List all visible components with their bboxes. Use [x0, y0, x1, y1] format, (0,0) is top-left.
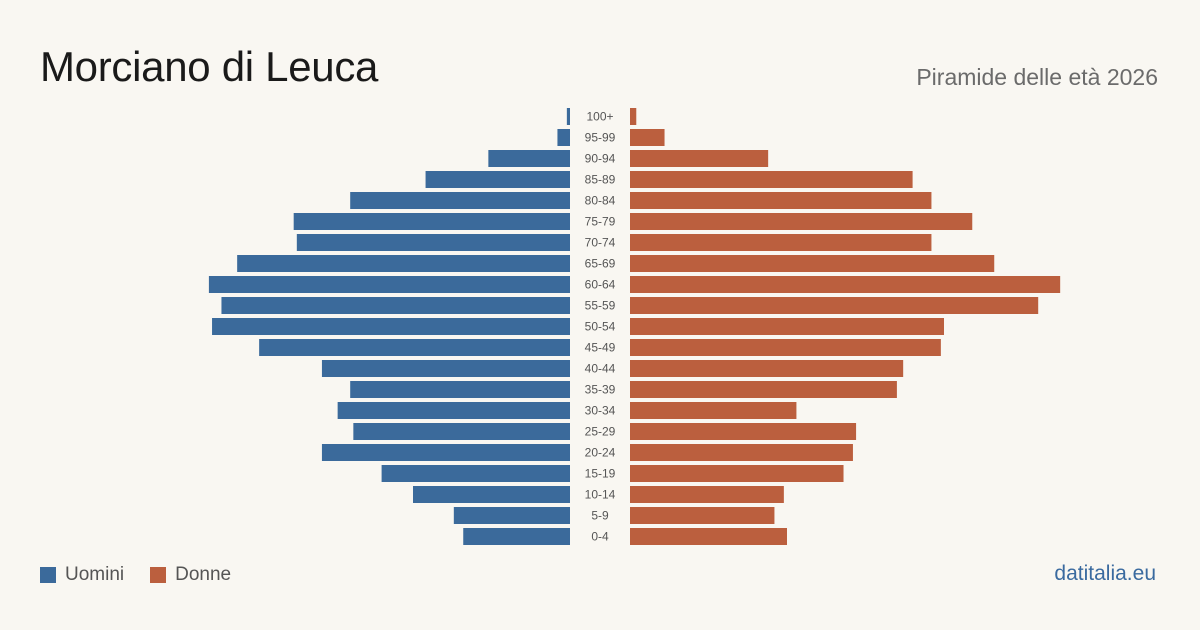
bar-women-40-44 — [630, 360, 904, 377]
age-label-50-54: 50-54 — [585, 320, 616, 334]
bar-women-70-74 — [630, 234, 932, 251]
age-label-25-29: 25-29 — [585, 425, 616, 439]
bar-men-75-79 — [293, 213, 570, 230]
age-label-70-74: 70-74 — [585, 236, 616, 250]
bar-women-45-49 — [630, 339, 941, 356]
age-label-60-64: 60-64 — [585, 278, 616, 292]
bar-men-20-24 — [321, 444, 570, 461]
bar-men-30-34 — [337, 402, 570, 419]
age-label-20-24: 20-24 — [585, 446, 616, 460]
age-label-40-44: 40-44 — [585, 362, 616, 376]
bar-women-55-59 — [630, 297, 1039, 314]
legend-swatch-men — [40, 567, 56, 583]
legend-item-men: Uomini — [40, 564, 124, 586]
bar-men-5-9 — [453, 507, 570, 524]
bar-men-35-39 — [350, 381, 570, 398]
age-label-35-39: 35-39 — [585, 383, 616, 397]
bar-men-0-4 — [463, 528, 570, 545]
bar-men-90-94 — [488, 150, 570, 167]
bar-women-30-34 — [630, 402, 797, 419]
bar-women-0-4 — [630, 528, 787, 545]
legend: Uomini Donne — [40, 564, 257, 586]
bar-men-15-19 — [381, 465, 570, 482]
age-label-45-49: 45-49 — [585, 341, 616, 355]
chart-subtitle: Piramide delle età 2026 — [916, 64, 1158, 90]
chart-title: Morciano di Leuca — [40, 43, 379, 90]
bar-men-70-74 — [296, 234, 570, 251]
bar-men-60-64 — [208, 276, 570, 293]
bar-men-85-89 — [425, 171, 570, 188]
bar-women-10-14 — [630, 486, 784, 503]
bar-men-40-44 — [321, 360, 570, 377]
age-label-95-99: 95-99 — [585, 131, 616, 145]
bar-women-5-9 — [630, 507, 775, 524]
age-label-0-4: 0-4 — [591, 530, 609, 544]
legend-swatch-women — [150, 567, 167, 583]
age-label-90-94: 90-94 — [585, 152, 616, 166]
bar-women-65-69 — [630, 255, 995, 272]
bar-women-25-29 — [630, 423, 857, 440]
bar-women-20-24 — [630, 444, 853, 461]
age-label-65-69: 65-69 — [585, 257, 616, 271]
age-label-30-34: 30-34 — [585, 404, 616, 418]
age-label-75-79: 75-79 — [585, 215, 616, 229]
legend-label-men: Uomini — [65, 564, 125, 585]
bar-men-80-84 — [350, 192, 570, 209]
bar-women-90-94 — [630, 150, 769, 167]
bar-men-45-49 — [259, 339, 570, 356]
bar-men-25-29 — [353, 423, 570, 440]
bar-women-15-19 — [630, 465, 844, 482]
bar-women-50-54 — [630, 318, 944, 335]
bar-women-85-89 — [630, 171, 913, 188]
bar-men-95-99 — [557, 129, 570, 146]
age-label-10-14: 10-14 — [585, 488, 616, 502]
bar-men-55-59 — [221, 297, 570, 314]
legend-item-women: Donne — [150, 564, 231, 586]
age-label-5-9: 5-9 — [591, 509, 609, 523]
bar-women-75-79 — [630, 213, 973, 230]
bar-women-60-64 — [630, 276, 1061, 293]
legend-label-women: Donne — [175, 564, 232, 585]
age-label-15-19: 15-19 — [585, 467, 616, 481]
bar-women-100plus — [630, 108, 637, 125]
bar-women-35-39 — [630, 381, 897, 398]
bar-men-65-69 — [237, 255, 570, 272]
bar-women-95-99 — [630, 129, 665, 146]
age-label-80-84: 80-84 — [585, 194, 616, 208]
age-label-100plus: 100+ — [586, 110, 613, 124]
bar-women-80-84 — [630, 192, 932, 209]
age-label-85-89: 85-89 — [585, 173, 616, 187]
age-label-55-59: 55-59 — [585, 299, 616, 313]
brand-link[interactable]: datitalia.eu — [1054, 562, 1156, 585]
bar-men-100plus — [566, 108, 570, 125]
bar-men-50-54 — [212, 318, 571, 335]
bar-men-10-14 — [413, 486, 570, 503]
